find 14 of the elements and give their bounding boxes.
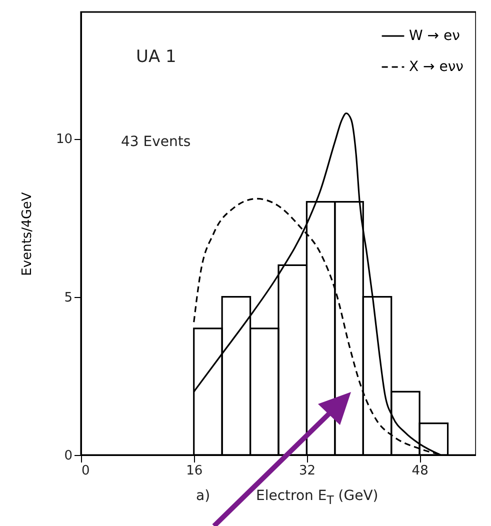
x-tick-label: 0 [82, 464, 90, 478]
y-tick-label: 10 [56, 132, 72, 148]
legend-label: W → eν [409, 28, 460, 44]
x-axis-title: Electron E$_{T}$ (GeV) [256, 488, 378, 507]
annotation: 43 Events [121, 134, 191, 150]
x-tick-label: 16 [186, 464, 203, 478]
x-tick-label: 32 [298, 464, 316, 478]
text: a) [196, 488, 210, 504]
y-tick-label: 0 [64, 448, 72, 464]
annotation: UA 1 [136, 47, 176, 67]
y-axis-title: Events/4GeV [20, 192, 35, 276]
y-tick-label: 5 [64, 290, 72, 306]
legend-label: X → eνν [409, 59, 464, 75]
x-tick-label: 48 [412, 464, 428, 478]
